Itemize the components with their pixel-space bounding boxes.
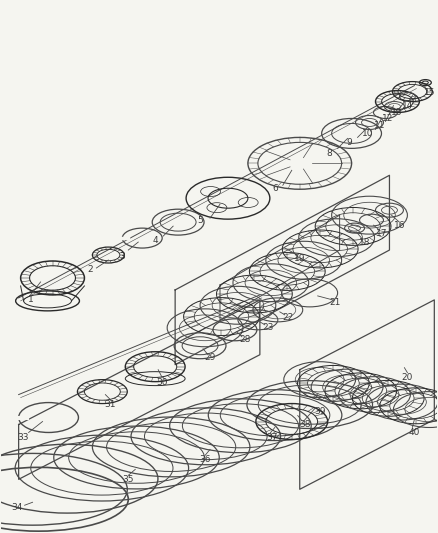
Text: 2: 2 bbox=[88, 265, 93, 274]
Text: 6: 6 bbox=[272, 184, 278, 193]
Text: 29: 29 bbox=[205, 353, 216, 362]
Text: 34: 34 bbox=[11, 503, 22, 512]
Text: 40: 40 bbox=[409, 428, 420, 437]
Text: 38: 38 bbox=[299, 420, 311, 429]
Text: 5: 5 bbox=[197, 216, 203, 224]
Text: 14: 14 bbox=[402, 101, 413, 110]
Text: 21: 21 bbox=[329, 298, 340, 308]
Text: 16: 16 bbox=[394, 221, 405, 230]
Text: 20: 20 bbox=[402, 373, 413, 382]
Text: 9: 9 bbox=[347, 138, 353, 147]
Text: 8: 8 bbox=[327, 149, 332, 158]
Text: 37: 37 bbox=[266, 433, 278, 442]
Text: 31: 31 bbox=[105, 400, 116, 409]
Text: 11: 11 bbox=[374, 121, 385, 130]
Text: 36: 36 bbox=[199, 455, 211, 464]
Text: 17: 17 bbox=[376, 229, 387, 238]
Text: 22: 22 bbox=[282, 313, 293, 322]
Text: 13: 13 bbox=[391, 108, 402, 117]
Text: 35: 35 bbox=[123, 475, 134, 484]
Text: 12: 12 bbox=[382, 114, 393, 123]
Text: 33: 33 bbox=[17, 433, 28, 442]
Text: 10: 10 bbox=[362, 129, 373, 138]
Text: 28: 28 bbox=[239, 335, 251, 344]
Text: 39: 39 bbox=[314, 407, 325, 416]
Text: 4: 4 bbox=[152, 236, 158, 245]
Text: 15: 15 bbox=[424, 88, 435, 97]
Text: 23: 23 bbox=[262, 324, 274, 332]
Text: 18: 18 bbox=[359, 238, 370, 247]
Text: 3: 3 bbox=[120, 252, 125, 261]
Text: 19: 19 bbox=[294, 254, 305, 263]
Text: 30: 30 bbox=[156, 378, 168, 387]
Text: 1: 1 bbox=[28, 295, 33, 304]
